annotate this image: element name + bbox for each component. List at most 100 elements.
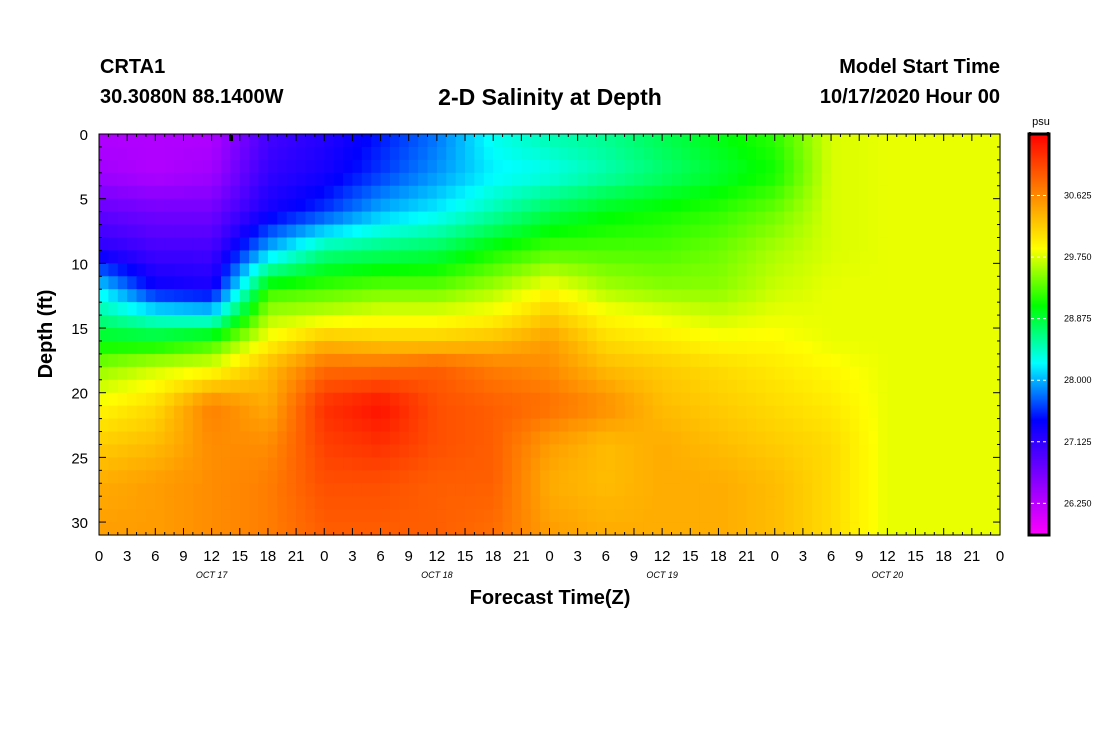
heatmap-cell (117, 224, 128, 239)
heatmap-cell (737, 302, 748, 316)
heatmap-cell (446, 353, 457, 368)
heatmap-cell (643, 134, 654, 148)
heatmap-cell (230, 302, 241, 316)
heatmap-cell (202, 353, 213, 368)
heatmap-cell (887, 366, 898, 381)
heatmap-cell (324, 172, 335, 187)
heatmap-cell (755, 263, 766, 277)
heatmap-cell (108, 237, 119, 252)
heatmap-cell (662, 457, 673, 471)
heatmap-cell (765, 418, 776, 433)
heatmap-cell (924, 276, 935, 290)
heatmap-cell (652, 457, 663, 471)
heatmap-cell (915, 134, 926, 148)
heatmap-cell (615, 418, 626, 433)
heatmap-cell (511, 444, 522, 458)
heatmap-cell (849, 496, 860, 510)
heatmap-cell (136, 237, 147, 252)
heatmap-cell (286, 457, 297, 471)
heatmap-cell (521, 146, 532, 161)
heatmap-cell (962, 146, 973, 161)
heatmap-cell (877, 289, 888, 303)
heatmap-cell (277, 444, 288, 458)
heatmap-cell (652, 302, 663, 316)
heatmap-cell (924, 134, 935, 148)
heatmap-cell (784, 211, 795, 226)
heatmap-cell (164, 431, 175, 446)
heatmap-cell (108, 483, 119, 497)
heatmap-cell (840, 276, 851, 290)
heatmap-cell (380, 302, 391, 316)
heatmap-cell (99, 159, 109, 174)
heatmap-cell (906, 289, 917, 303)
x-tick-label: 21 (513, 548, 530, 565)
heatmap-cell (286, 224, 297, 239)
heatmap-cell (99, 483, 109, 497)
heatmap-cell (493, 211, 504, 226)
heatmap-cell (540, 159, 551, 174)
heatmap-cell (427, 289, 438, 303)
heatmap-cell (699, 315, 710, 329)
heatmap-cell (117, 405, 128, 420)
heatmap-cell (849, 185, 860, 200)
heatmap-cell (164, 237, 175, 252)
heatmap-cell (211, 198, 222, 213)
heatmap-cell (774, 198, 785, 213)
heatmap-cell (981, 263, 992, 277)
heatmap-cell (361, 224, 372, 239)
day-label: OCT 18 (421, 570, 453, 580)
heatmap-cell (549, 340, 560, 355)
heatmap-cell (652, 198, 663, 213)
heatmap-cell (718, 211, 729, 226)
heatmap-cell (690, 172, 701, 187)
heatmap-cell (108, 496, 119, 510)
heatmap-cell (427, 146, 438, 161)
heatmap-cell (831, 496, 842, 510)
heatmap-cell (145, 340, 156, 355)
heatmap-cell (887, 134, 898, 148)
heatmap-cell (521, 522, 532, 536)
heatmap-cell (737, 509, 748, 523)
heatmap-cell (258, 418, 269, 433)
heatmap-cell (277, 405, 288, 420)
heatmap-cell (718, 470, 729, 484)
heatmap-cell (737, 159, 748, 174)
heatmap-cell (868, 483, 879, 497)
heatmap-cell (784, 379, 795, 394)
heatmap-cell (427, 263, 438, 277)
heatmap-cell (380, 315, 391, 329)
heatmap-cell (652, 340, 663, 355)
heatmap-cell (380, 522, 391, 536)
heatmap-cell (540, 470, 551, 484)
heatmap-cell (709, 250, 720, 264)
heatmap-cell (953, 328, 964, 342)
heatmap-cell (511, 172, 522, 187)
heatmap-cell (267, 237, 278, 252)
heatmap-cell (633, 146, 644, 161)
heatmap-cell (587, 276, 598, 290)
heatmap-cell (793, 444, 804, 458)
heatmap-cell (99, 470, 109, 484)
heatmap-cell (427, 444, 438, 458)
heatmap-cell (474, 470, 485, 484)
heatmap-cell (727, 353, 738, 368)
heatmap-cell (755, 328, 766, 342)
heatmap-cell (389, 379, 400, 394)
heatmap-cell (802, 289, 813, 303)
heatmap-cell (746, 250, 757, 264)
heatmap-cell (192, 224, 203, 239)
heatmap-cell (709, 496, 720, 510)
heatmap-cell (221, 185, 231, 200)
heatmap-cell (549, 470, 560, 484)
heatmap-cell (493, 237, 504, 252)
heatmap-cell (887, 405, 898, 420)
heatmap-cell (258, 509, 269, 523)
heatmap-cell (108, 134, 119, 148)
heatmap-cell (277, 353, 288, 368)
heatmap-cell (680, 250, 691, 264)
heatmap-cell (699, 289, 710, 303)
heatmap-cell (943, 470, 954, 484)
heatmap-cell (737, 470, 748, 484)
heatmap-cell (521, 302, 532, 316)
heatmap-cell (436, 379, 447, 394)
